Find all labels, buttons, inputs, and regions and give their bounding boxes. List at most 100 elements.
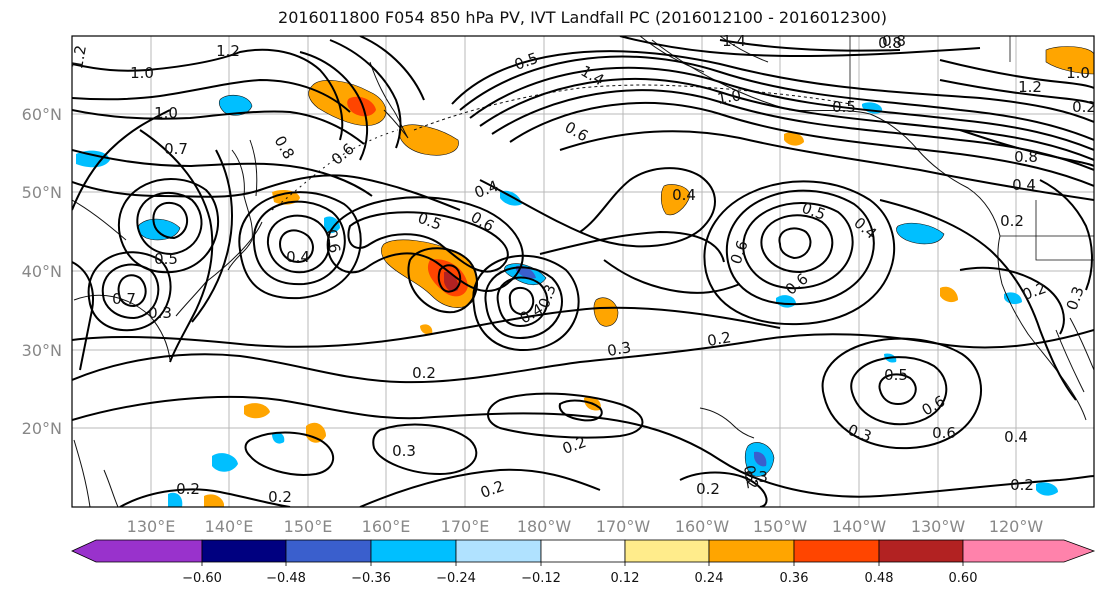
lon-label: 160°E	[362, 517, 411, 536]
colorbar-tick-label: −0.48	[266, 571, 306, 586]
contour-ne-3	[959, 129, 1094, 167]
contour-labels: 1.21.01.21.01.41.41.00.81.21.00.50.60.80…	[68, 32, 1096, 506]
coastlines	[72, 36, 1094, 507]
colorbar-tick-label: −0.24	[436, 571, 476, 586]
contour-label: 0.4	[1012, 176, 1036, 194]
contour-fw-10	[72, 109, 171, 211]
contour-label: 0.4	[1004, 428, 1028, 446]
contour-fw-8	[191, 149, 233, 323]
contour-fw-1	[117, 274, 147, 308]
contour-170e-2	[326, 196, 524, 292]
shade-orange-sw2	[306, 422, 326, 443]
colorbar-tick-label: −0.60	[182, 571, 222, 586]
contour-label: 0.7	[112, 290, 136, 308]
lon-label: 130°E	[127, 517, 176, 536]
contour-label: 0.2	[412, 364, 436, 382]
shade-blue-w1	[218, 94, 253, 116]
shade-blue-sw2	[272, 432, 285, 444]
contour-fw-2	[101, 263, 160, 320]
lon-label: 180°W	[517, 517, 572, 536]
contour-label: 0.2	[268, 488, 292, 506]
shade-blue-sw1	[212, 453, 238, 472]
contour-180-4	[472, 254, 580, 352]
coast-baja	[1055, 317, 1094, 393]
contour-nw-8	[359, 36, 425, 101]
contour-mid-2	[479, 167, 716, 248]
contour-150w-2	[760, 214, 834, 274]
shade-orange-alaska	[784, 132, 804, 146]
colorbar-tick-label: 0.12	[611, 571, 640, 586]
contour-fw-9	[72, 261, 94, 371]
shade-orange-bc	[940, 286, 958, 303]
contour-ne-2	[939, 79, 1094, 105]
lon-label: 160°W	[675, 517, 730, 536]
contour-nw-7	[329, 39, 402, 149]
colorbar-swatch	[793, 539, 880, 563]
lon-label: 150°W	[753, 517, 808, 536]
contour-fw-6	[117, 178, 220, 274]
contour-ne-1	[939, 59, 1094, 89]
contour-fw-5	[136, 191, 203, 256]
contour-label: 0.2	[696, 480, 720, 498]
contour-east-3	[1039, 179, 1093, 291]
border-canada-us	[1000, 200, 1094, 261]
contour-mid-3	[539, 230, 725, 263]
pv-contours	[72, 36, 1094, 507]
contour-150w-1	[778, 227, 812, 260]
contour-130w-3	[821, 337, 982, 450]
contour-170e-4	[407, 247, 478, 314]
contour-nw-2	[72, 78, 351, 113]
colorbar-swatch	[71, 539, 203, 563]
colorbar-tick-label: 0.60	[949, 571, 978, 586]
lon-label: 140°W	[832, 517, 887, 536]
colorbar	[71, 539, 1096, 563]
contour-label: 0.5	[884, 366, 908, 384]
contour-label: 0.6	[932, 424, 956, 442]
contour-label: 0.2	[1010, 476, 1034, 494]
coast-korea-china	[72, 199, 171, 361]
lat-label: 40°N	[22, 262, 62, 281]
contour-nw-3	[72, 109, 365, 145]
contour-jet-5	[509, 102, 1094, 187]
colorbar-tick-label: 0.48	[865, 571, 894, 586]
contour-fw-4	[152, 201, 189, 240]
colorbar-tick-label: −0.12	[521, 571, 561, 586]
shade-blue-w2	[76, 150, 110, 168]
colorbar-tick-label: 0.36	[780, 571, 809, 586]
contour-japan-4	[238, 191, 362, 300]
coast-hawaii	[699, 407, 755, 439]
shade-red-kamchatka	[347, 96, 376, 117]
shade-orange-sw3	[204, 494, 224, 507]
coast-bc-us	[997, 235, 1087, 421]
coast-kuriles	[271, 129, 399, 211]
coast-alaska-north	[639, 36, 769, 73]
shade-orange-170w	[593, 297, 619, 327]
lon-label: 120°W	[989, 517, 1044, 536]
contour-label: 1.4	[722, 32, 746, 50]
contour-02-south	[119, 488, 291, 507]
contour-hi-1	[603, 259, 741, 294]
contour-label: 0.2	[1000, 212, 1024, 230]
contour-label: 1.2	[216, 42, 240, 60]
contour-japan-3	[252, 200, 346, 286]
contour-label: 0.3	[744, 468, 768, 486]
colorbar-tick-labels: −0.60 −0.48 −0.36 −0.24 −0.12 0.12 0.24 0.36 0.4…	[182, 562, 977, 586]
contour-label: 0.5	[832, 98, 856, 116]
contour-150w-4	[725, 189, 875, 306]
lon-label: 150°E	[284, 517, 333, 536]
shade-blue-se	[1036, 482, 1058, 496]
contour-170e-3	[437, 264, 462, 293]
contour-s-low	[679, 471, 768, 507]
contour-fw-3	[87, 251, 172, 332]
contour-sw-2	[372, 423, 478, 476]
longitude-labels: 130°E 140°E 150°E 160°E 170°E 180°W 170°W 160°W…	[127, 517, 1044, 536]
contour-label: 0.3	[148, 304, 172, 322]
lon-label: 140°E	[205, 517, 254, 536]
contour-east-1	[879, 199, 1077, 401]
shade-orange-160w	[660, 184, 691, 216]
contour-nw-5	[72, 174, 461, 211]
colorbar-swatch	[624, 539, 710, 563]
contour-jet-2	[469, 66, 1094, 151]
colorbar-swatch	[455, 539, 542, 563]
contour-jet-7	[619, 36, 981, 58]
